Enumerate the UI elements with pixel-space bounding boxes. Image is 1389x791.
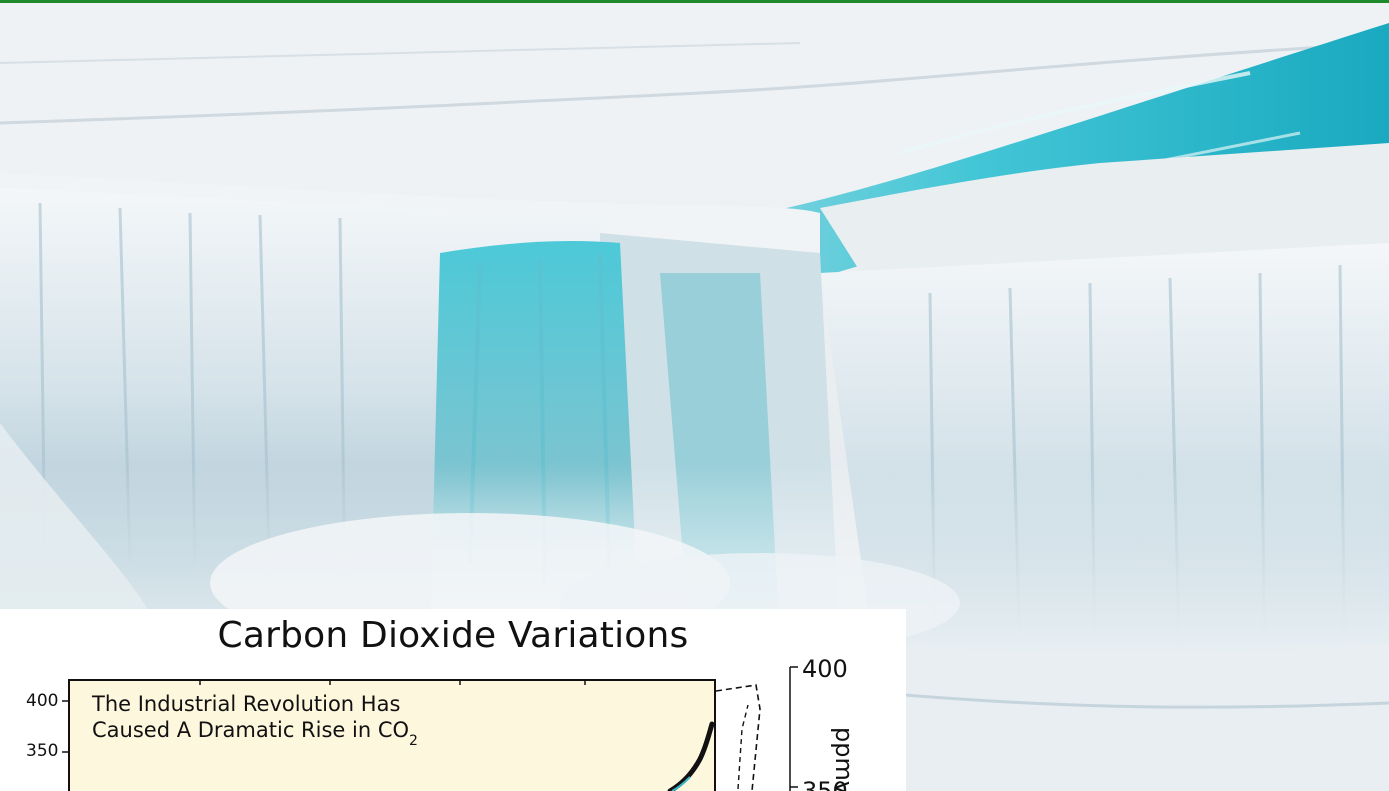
annotation-line-1: The Industrial Revolution Has [92, 692, 401, 716]
right-axis-tick-400: 400 [802, 655, 848, 683]
dashed-connector-line [737, 704, 749, 790]
chart-annotation: The Industrial Revolution Has Caused A D… [92, 691, 418, 749]
left-axis-tick-400: 400 [26, 691, 59, 711]
chart-title: Carbon Dioxide Variations [217, 615, 689, 656]
co2-chart-inset: Carbon Dioxide Variations The Industrial… [0, 609, 906, 791]
dashed-connector-line [715, 684, 761, 791]
annotation-line-2-text: Caused A Dramatic Rise in CO [92, 718, 410, 742]
right-axis-tick-350: 350 [802, 777, 848, 791]
annotation-line-2: Caused A Dramatic Rise in CO2 [92, 717, 418, 749]
plot-area [68, 679, 716, 791]
chart-lines [62, 666, 798, 791]
left-axis-tick-350: 350 [26, 741, 59, 761]
co2-rise-curve [667, 721, 715, 791]
co2-curve-highlight [671, 776, 691, 791]
annotation-subscript: 2 [409, 733, 418, 749]
